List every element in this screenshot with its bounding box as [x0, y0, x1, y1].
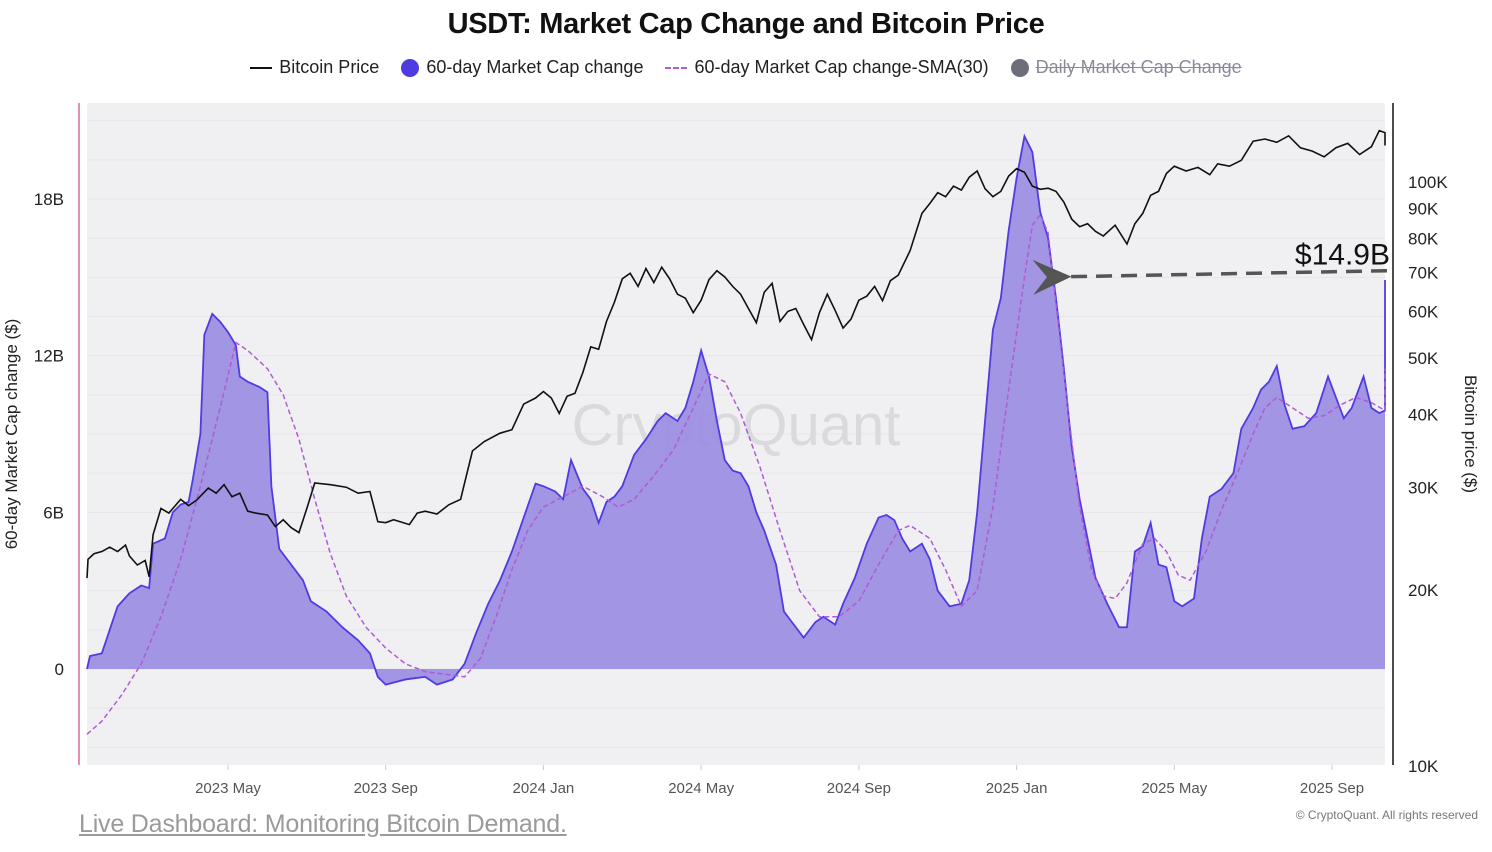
annotation-label: $14.9B: [1295, 239, 1390, 272]
right-tick-label: 60K: [1408, 303, 1439, 322]
live-dashboard-link[interactable]: Live Dashboard: Monitoring Bitcoin Deman…: [79, 810, 567, 838]
x-tick-label: 2023 May: [195, 780, 261, 797]
x-tick-label: 2024 Sep: [827, 780, 891, 797]
legend-item-bitcoin-price[interactable]: Bitcoin Price: [250, 57, 379, 78]
legend-label: Daily Market Cap Change: [1035, 57, 1242, 77]
right-tick-label: 20K: [1408, 581, 1439, 600]
left-tick-label: 6B: [43, 503, 64, 522]
right-tick-label: 80K: [1408, 230, 1439, 249]
x-tick-label: 2023 Sep: [354, 780, 418, 797]
legend-item-sma30[interactable]: 60-day Market Cap change-SMA(30): [665, 57, 989, 78]
x-tick-label: 2025 Jan: [986, 780, 1048, 797]
right-tick-label: 40K: [1408, 405, 1439, 424]
dot-marker-icon: [1010, 58, 1029, 77]
bitcoin-price-line: [86, 129, 1386, 579]
right-tick-label: 100K: [1408, 173, 1448, 192]
x-tick-label: 2025 May: [1141, 780, 1207, 797]
left-tick-label: 0: [55, 660, 64, 679]
legend-label: 60-day Market Cap change: [426, 57, 644, 77]
chart-title: USDT: Market Cap Change and Bitcoin Pric…: [447, 8, 1045, 40]
dot-marker-icon: [401, 58, 420, 77]
legend-label: 60-day Market Cap change-SMA(30): [694, 57, 989, 77]
legend-label: Bitcoin Price: [279, 57, 380, 77]
legend: Bitcoin Price 60-day Market Cap change 6…: [0, 57, 1492, 78]
legend-item-60d-market-cap-change[interactable]: 60-day Market Cap change: [401, 57, 643, 78]
left-axis-title: 60-day Market Cap change ($): [2, 318, 21, 550]
x-tick-label: 2024 May: [668, 780, 734, 797]
annotation-arrow: [1032, 259, 1388, 295]
x-tick-label: 2024 Jan: [513, 780, 575, 797]
left-tick-label: 12B: [34, 347, 64, 366]
line-marker-icon: [250, 66, 273, 69]
copyright-notice: © CryptoQuant. All rights reserved: [1295, 808, 1478, 822]
market-cap-change-area: [87, 136, 1385, 685]
right-tick-label: 10K: [1408, 757, 1439, 776]
right-tick-label: 90K: [1408, 200, 1439, 219]
dashed-line-marker-icon: [665, 66, 688, 69]
left-tick-label: 18B: [34, 190, 64, 209]
gridlines: [87, 120, 1385, 748]
right-tick-label: 30K: [1408, 478, 1439, 497]
x-tick-label: 2025 Sep: [1300, 780, 1364, 797]
right-axis-title: Bitcoin price ($): [1461, 374, 1480, 494]
right-tick-label: 50K: [1408, 349, 1439, 368]
market-cap-change-line: [86, 133, 1386, 686]
legend-item-daily-market-cap-change[interactable]: Daily Market Cap Change: [1010, 57, 1242, 78]
right-tick-label: 70K: [1408, 263, 1439, 282]
